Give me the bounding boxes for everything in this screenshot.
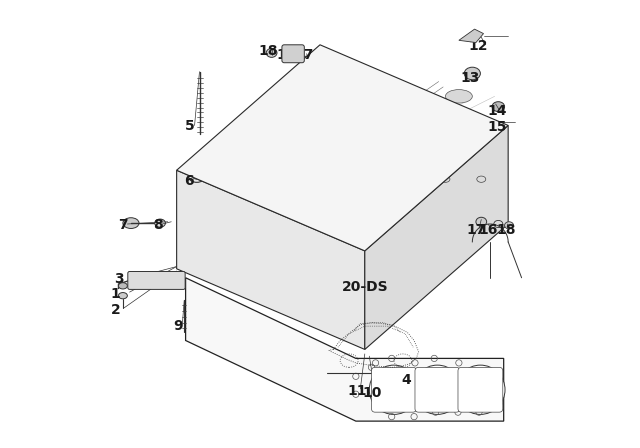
- Ellipse shape: [118, 283, 127, 289]
- Text: 2: 2: [110, 303, 120, 317]
- Polygon shape: [459, 29, 484, 43]
- Ellipse shape: [456, 365, 505, 414]
- Text: 8: 8: [153, 218, 163, 233]
- Ellipse shape: [266, 48, 277, 57]
- FancyBboxPatch shape: [371, 367, 417, 412]
- Text: 18: 18: [497, 223, 516, 237]
- Text: 9: 9: [173, 319, 183, 333]
- Text: 17: 17: [467, 223, 486, 237]
- Ellipse shape: [492, 102, 504, 112]
- Polygon shape: [186, 278, 504, 421]
- Ellipse shape: [123, 218, 139, 228]
- Text: 3: 3: [115, 272, 124, 286]
- Ellipse shape: [476, 217, 486, 226]
- Ellipse shape: [504, 222, 513, 229]
- Text: 11: 11: [347, 384, 367, 398]
- FancyBboxPatch shape: [415, 367, 460, 412]
- Text: 17: 17: [294, 48, 314, 62]
- Ellipse shape: [155, 219, 166, 227]
- Text: 18: 18: [259, 43, 278, 58]
- Text: 4: 4: [401, 373, 412, 387]
- Ellipse shape: [413, 365, 462, 414]
- Ellipse shape: [369, 365, 419, 414]
- Text: 20-DS: 20-DS: [342, 280, 388, 294]
- Polygon shape: [177, 45, 508, 251]
- Text: 19: 19: [276, 48, 296, 62]
- Ellipse shape: [445, 90, 472, 103]
- Ellipse shape: [118, 293, 127, 299]
- Text: 1: 1: [110, 287, 120, 302]
- Ellipse shape: [403, 101, 430, 114]
- Ellipse shape: [464, 67, 481, 80]
- Text: 13: 13: [461, 70, 480, 85]
- Text: 5: 5: [185, 119, 195, 134]
- Ellipse shape: [318, 123, 345, 137]
- Ellipse shape: [275, 134, 302, 148]
- FancyBboxPatch shape: [458, 367, 503, 412]
- Text: 6: 6: [184, 174, 194, 188]
- Ellipse shape: [360, 112, 387, 125]
- FancyBboxPatch shape: [128, 271, 185, 289]
- Text: 14: 14: [487, 104, 507, 118]
- Text: 16: 16: [478, 223, 498, 237]
- Ellipse shape: [190, 157, 217, 170]
- Polygon shape: [177, 170, 365, 349]
- FancyBboxPatch shape: [282, 45, 305, 63]
- Text: 12: 12: [468, 39, 488, 53]
- Text: 10: 10: [363, 386, 382, 401]
- Text: 15: 15: [487, 120, 507, 134]
- Polygon shape: [365, 125, 508, 349]
- Text: 7: 7: [118, 218, 128, 233]
- Ellipse shape: [233, 146, 260, 159]
